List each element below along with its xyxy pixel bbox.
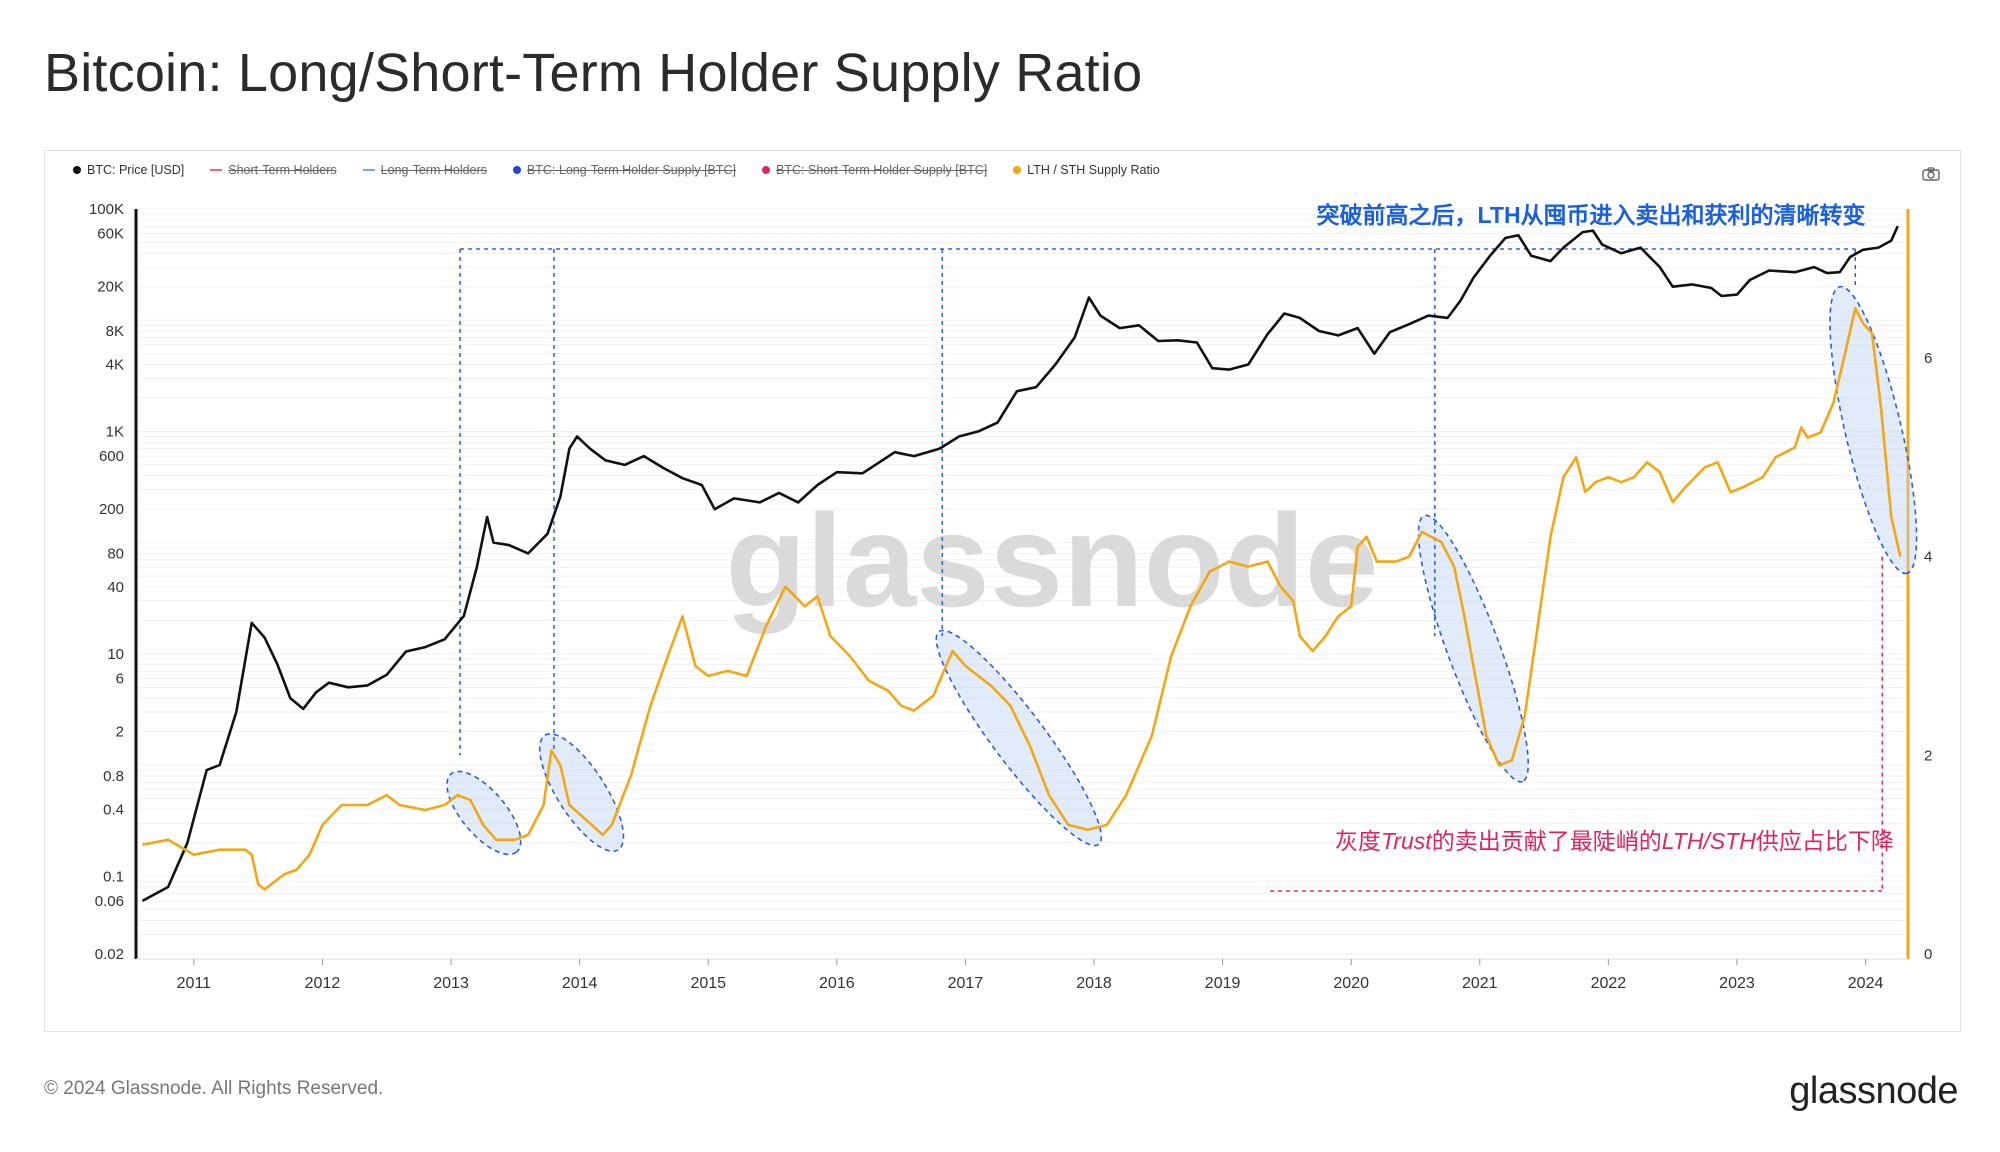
y-left-tick-label: 2 xyxy=(116,724,124,741)
legend-swatch xyxy=(762,166,771,174)
legend-item[interactable]: BTC: Short-Term Holder Supply [BTC] xyxy=(762,163,987,177)
x-tick-label: 2022 xyxy=(1591,975,1627,992)
legend-swatch xyxy=(73,166,81,174)
legend-label: BTC: Short-Term Holder Supply [BTC] xyxy=(776,163,988,177)
x-tick-label: 2019 xyxy=(1205,975,1241,992)
highlight-ellipse xyxy=(935,629,1103,847)
highlight-ellipse xyxy=(446,770,522,856)
brand-logo: glassnode xyxy=(1789,1070,1958,1112)
legend-swatch xyxy=(210,169,223,171)
x-tick-label: 2024 xyxy=(1848,975,1884,992)
legend-label: BTC: Long-Term Holder Supply [BTC] xyxy=(526,163,737,177)
annotation-bottom: 灰度Trust的卖出贡献了最陡峭的LTH/STH供应占比下降 xyxy=(1335,828,1894,854)
y-left-tick-label: 1K xyxy=(106,423,124,440)
y-left-tick-label: 80 xyxy=(107,545,124,562)
highlight-ellipse xyxy=(538,733,625,853)
annotation-bottom-part: 的卖出贡献了最陡峭的 xyxy=(1432,828,1662,854)
legend-swatch xyxy=(362,169,375,171)
chart-plot: glassnode100K60K20K8K4K1K600200804010620… xyxy=(89,201,1932,992)
legend-label: LTH / STH Supply Ratio xyxy=(1027,163,1160,177)
y-left-tick-label: 100K xyxy=(89,201,124,218)
legend-swatch xyxy=(1013,166,1022,174)
x-tick-label: 2017 xyxy=(948,975,984,992)
highlight-ellipse xyxy=(1829,285,1918,575)
legend-item[interactable]: Short-Term Holders xyxy=(210,163,337,177)
x-tick-label: 2012 xyxy=(305,975,341,992)
watermark-text: glassnode xyxy=(726,487,1379,634)
legend-label: Short-Term Holders xyxy=(228,163,337,177)
y-right-tick-label: 0 xyxy=(1924,946,1932,963)
y-left-tick-label: 0.02 xyxy=(95,946,124,963)
y-left-tick-label: 4K xyxy=(106,356,124,373)
y-left-tick-label: 20K xyxy=(97,279,124,296)
y-right-tick-label: 6 xyxy=(1924,350,1932,367)
legend-swatch xyxy=(512,166,521,174)
y-left-tick-label: 200 xyxy=(99,501,124,518)
annotation-bottom-part: 灰度 xyxy=(1335,828,1381,854)
y-right-tick-label: 2 xyxy=(1924,747,1932,764)
chart-card: BTC: Price [USD] Short-Term Holders Long-T… xyxy=(44,150,1961,1032)
x-tick-label: 2016 xyxy=(819,975,855,992)
x-tick-label: 2021 xyxy=(1462,975,1498,992)
y-left-tick-label: 8K xyxy=(106,323,124,340)
highlight-ellipse xyxy=(1417,514,1530,783)
copyright-text: © 2024 Glassnode. All Rights Reserved. xyxy=(44,1078,384,1099)
supply-ratio-line xyxy=(142,307,1902,891)
x-tick-label: 2020 xyxy=(1333,975,1369,992)
y-left-tick-label: 6 xyxy=(116,671,124,688)
y-right-tick-label: 4 xyxy=(1924,549,1932,566)
y-left-tick-label: 0.06 xyxy=(95,893,124,910)
annotation-bottom-part: LTH/STH xyxy=(1662,828,1757,854)
y-left-tick-label: 0.8 xyxy=(103,768,124,785)
legend-item[interactable]: BTC: Price [USD] xyxy=(73,163,184,177)
x-tick-label: 2014 xyxy=(562,975,598,992)
camera-icon[interactable] xyxy=(1922,167,1940,181)
annotation-bottom-part: 供应占比下降 xyxy=(1756,828,1894,854)
y-left-tick-label: 40 xyxy=(107,579,124,596)
price-line xyxy=(141,225,1899,903)
legend-label: Long-Term Holders xyxy=(380,163,487,177)
annotation-top: 突破前高之后，LTH从囤币进入卖出和获利的清晰转变 xyxy=(1317,202,1866,228)
x-tick-label: 2023 xyxy=(1719,975,1755,992)
x-tick-label: 2018 xyxy=(1076,975,1112,992)
x-tick-label: 2011 xyxy=(177,975,212,992)
y-left-tick-label: 60K xyxy=(97,226,124,243)
y-left-tick-label: 0.1 xyxy=(103,868,124,885)
x-tick-label: 2013 xyxy=(433,975,469,992)
legend-item[interactable]: BTC: Long-Term Holder Supply [BTC] xyxy=(512,163,737,177)
annotation-bottom-part: Trust xyxy=(1381,828,1433,854)
chart-legend: BTC: Price [USD] Short-Term Holders Long-T… xyxy=(73,163,1160,177)
legend-item[interactable]: LTH / STH Supply Ratio xyxy=(1013,163,1160,177)
legend-item[interactable]: Long-Term Holders xyxy=(362,163,487,177)
legend-label: BTC: Price [USD] xyxy=(87,163,185,177)
y-left-tick-label: 10 xyxy=(107,646,124,663)
page-title: Bitcoin: Long/Short-Term Holder Supply R… xyxy=(44,43,1143,103)
x-tick-label: 2015 xyxy=(690,975,726,992)
y-left-tick-label: 600 xyxy=(99,448,124,465)
y-left-tick-label: 0.4 xyxy=(103,801,124,818)
